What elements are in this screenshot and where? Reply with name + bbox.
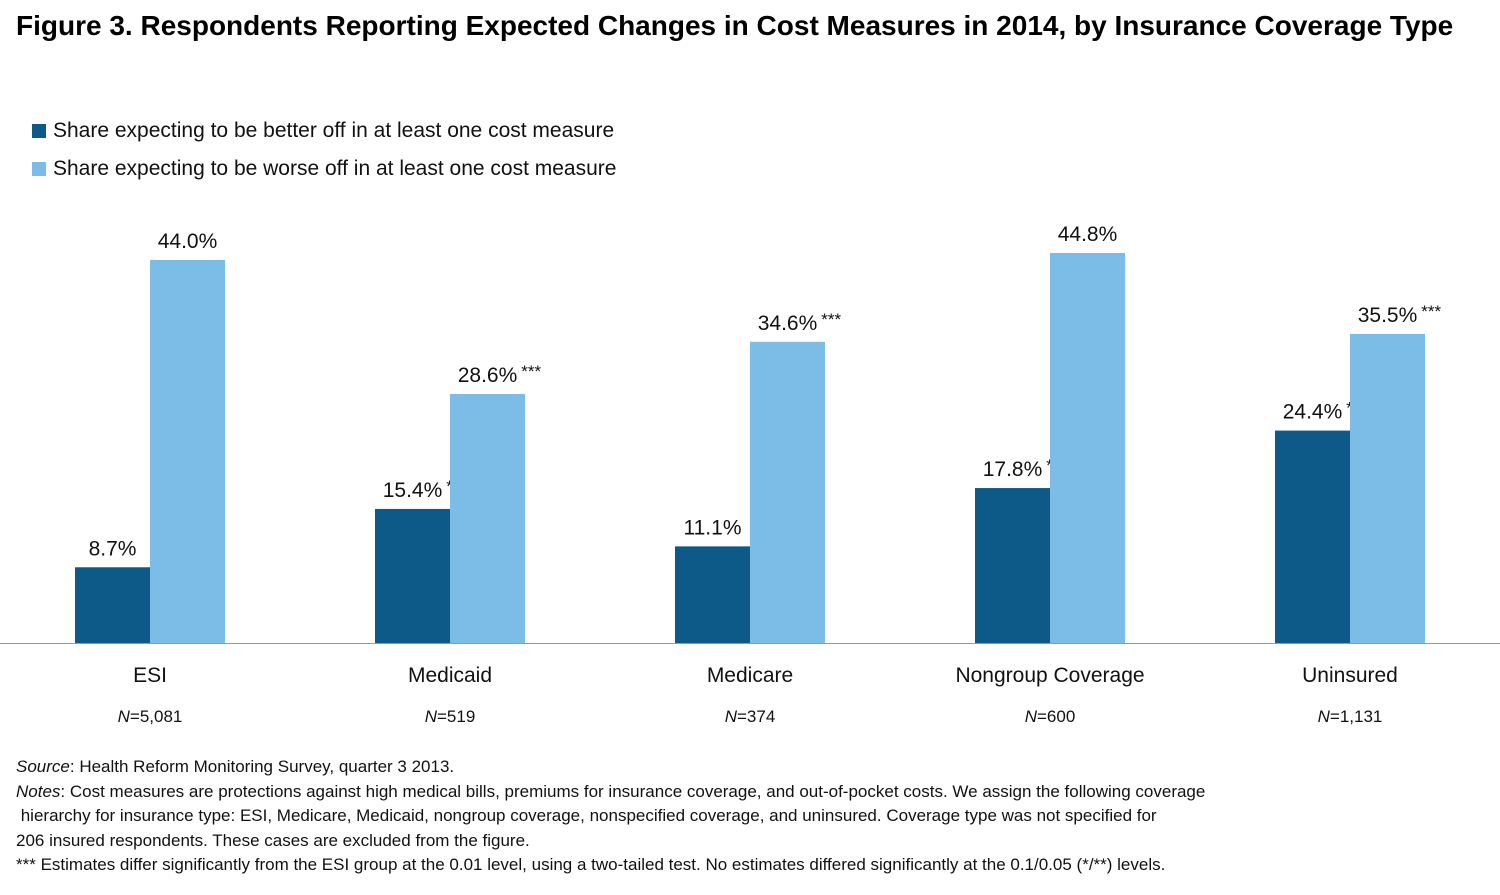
bar-better-3 xyxy=(975,488,1050,643)
legend-swatch-better xyxy=(32,124,46,138)
legend-item-better: Share expecting to be better off in at l… xyxy=(32,112,616,150)
bar-worse-4 xyxy=(1350,333,1425,643)
data-label-better-3: 17.8% xyxy=(983,458,1043,481)
significance-marker-worse-1: *** xyxy=(521,362,541,381)
sample-size-0: N=5,081 xyxy=(118,707,183,726)
data-label-worse-2: 34.6% xyxy=(758,312,818,335)
legend-swatch-worse xyxy=(32,162,46,176)
legend: Share expecting to be better off in at l… xyxy=(32,112,616,188)
data-label-better-2: 11.1% xyxy=(684,516,742,539)
data-label-worse-3: 44.8% xyxy=(1058,223,1118,246)
notes-line-2: hierarchy for insurance type: ESI, Medic… xyxy=(16,806,1157,825)
sample-size-3: N=600 xyxy=(1025,707,1076,726)
bar-better-4 xyxy=(1275,430,1350,643)
bar-worse-3 xyxy=(1050,253,1125,643)
source-note: Source: Health Reform Monitoring Survey,… xyxy=(16,755,1486,780)
notes-text-1: : Cost measures are protections against … xyxy=(60,781,1206,801)
category-label-1: Medicaid xyxy=(408,664,492,687)
legend-label-better: Share expecting to be better off in at l… xyxy=(53,119,615,142)
significance-note: *** Estimates differ significantly from … xyxy=(16,855,1166,874)
bar-better-0 xyxy=(75,567,150,643)
notes-line-3: 206 insured respondents. These cases are… xyxy=(16,830,530,850)
category-label-4: Uninsured xyxy=(1302,664,1398,687)
data-label-worse-4: 35.5% xyxy=(1358,304,1418,327)
sample-size-1: N=519 xyxy=(425,707,476,726)
chart-title: Figure 3. Respondents Reporting Expected… xyxy=(16,10,1454,41)
sample-size-value: =374 xyxy=(737,707,775,726)
bar-worse-1 xyxy=(450,394,525,643)
category-label-3: Nongroup Coverage xyxy=(955,664,1144,687)
notes-label: Notes xyxy=(16,781,61,801)
sample-size-n: N xyxy=(1025,707,1038,726)
significance-marker-worse-2: *** xyxy=(821,310,841,329)
source-label: Source xyxy=(16,757,70,776)
category-label-0: ESI xyxy=(133,664,167,687)
sample-size-value: =5,081 xyxy=(130,707,182,726)
category-label-2: Medicare xyxy=(707,664,793,687)
sample-size-n: N xyxy=(1318,707,1331,726)
sample-size-n: N xyxy=(118,707,131,726)
legend-label-worse: Share expecting to be worse off in at le… xyxy=(53,157,617,180)
data-label-worse-0: 44.0% xyxy=(158,230,218,253)
sample-size-n: N xyxy=(425,707,438,726)
source-text: : Health Reform Monitoring Survey, quart… xyxy=(69,757,455,776)
data-label-better-0: 8.7% xyxy=(89,537,137,560)
bar-better-2 xyxy=(675,546,750,643)
sample-size-value: =519 xyxy=(437,707,475,726)
sample-size-value: =600 xyxy=(1037,707,1075,726)
significance-marker-worse-4: *** xyxy=(1421,302,1441,321)
sample-size-2: N=374 xyxy=(725,707,776,726)
data-label-worse-1: 28.6% xyxy=(458,364,518,387)
bar-chart: 8.7%44.0%ESIN=5,08115.4%***28.6%***Medic… xyxy=(0,223,1500,726)
legend-item-worse: Share expecting to be worse off in at le… xyxy=(32,150,616,188)
sample-size-value: =1,131 xyxy=(1330,707,1382,726)
footnotes: Source: Health Reform Monitoring Survey,… xyxy=(16,755,1486,878)
bar-worse-0 xyxy=(150,259,225,643)
bar-better-1 xyxy=(375,508,450,643)
data-label-better-1: 15.4% xyxy=(383,479,443,502)
bar-worse-2 xyxy=(750,341,825,643)
data-label-better-4: 24.4% xyxy=(1283,401,1343,424)
sample-size-n: N xyxy=(725,707,738,726)
sample-size-4: N=1,131 xyxy=(1318,707,1383,726)
notes-line-1: Notes: Cost measures are protections aga… xyxy=(16,780,1486,805)
